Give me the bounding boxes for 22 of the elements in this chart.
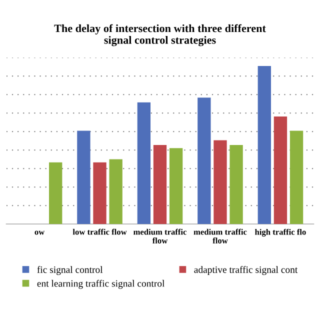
- bar: [230, 144, 243, 224]
- bar: [198, 98, 211, 224]
- bar: [137, 102, 151, 224]
- bar: [290, 130, 304, 224]
- x-tick-label: medium traffic flow: [194, 228, 247, 244]
- bar: [169, 148, 183, 224]
- x-tick-label: low traffic flow: [72, 228, 127, 235]
- legend-label: adaptive traffic signal cont: [194, 266, 298, 275]
- legend-label: ent learning traffic signal control: [37, 280, 165, 289]
- bar: [258, 66, 271, 224]
- chart-title: The delay of intersection with three different signal control strategies: [54, 24, 266, 46]
- bar: [274, 116, 288, 224]
- bar: [49, 162, 62, 224]
- bar: [109, 159, 122, 224]
- legend-label: fic signal control: [37, 266, 103, 275]
- bar: [214, 140, 227, 224]
- x-tick-label: medium traffic flow: [133, 228, 187, 244]
- x-tick-label: ow: [34, 230, 45, 235]
- bar: [77, 130, 90, 224]
- bar: [153, 144, 167, 224]
- bar: [93, 162, 106, 224]
- x-tick-label: high traffic flo: [254, 228, 306, 237]
